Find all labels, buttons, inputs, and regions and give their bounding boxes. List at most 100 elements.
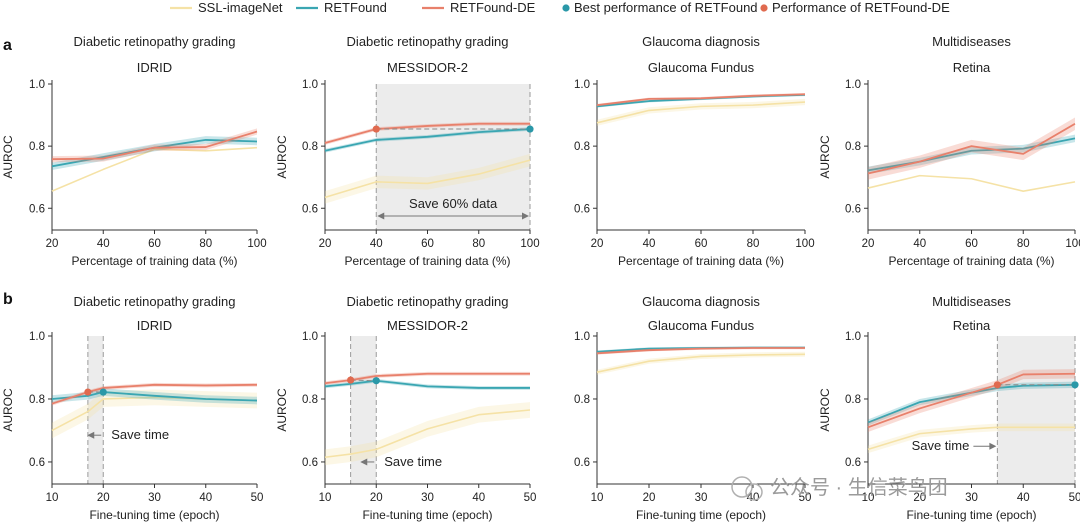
shaded-region: [87, 336, 104, 484]
x-tick-label: 60: [421, 238, 434, 250]
x-tick-label: 20: [46, 238, 59, 250]
series-line-ssl-imagenet: [596, 101, 806, 124]
panel-title: Diabetic retinopathy grading: [347, 34, 509, 49]
x-tick-label: 40: [370, 238, 383, 250]
y-tick-label: 1.0: [29, 79, 45, 91]
x-axis-label: Fine-tuning time (epoch): [636, 508, 766, 522]
shaded-region: [350, 336, 377, 484]
arrowhead: [360, 458, 368, 466]
x-tick-label: 60: [695, 238, 708, 250]
x-tick-label: 10: [862, 492, 875, 504]
series-line-retfound-de: [324, 372, 530, 385]
x-tick-label: 30: [421, 492, 434, 504]
x-tick-label: 40: [199, 492, 212, 504]
x-axis-label: Fine-tuning time (epoch): [906, 508, 1036, 522]
x-tick-label: 60: [965, 238, 978, 250]
arrowhead: [522, 212, 529, 220]
panel-b-1: Diabetic retinopathy grading MESSIDOR-2 1.…: [275, 294, 536, 522]
y-tick-label: 0.6: [29, 457, 45, 469]
legend-label: Best performance of RETFound: [574, 0, 758, 15]
panel-a-0: Diabetic retinopathy grading IDRID 1.0 0.8 0…: [1, 34, 267, 268]
y-tick-label: 0.8: [574, 141, 590, 153]
x-tick-label: 100: [247, 238, 266, 250]
x-tick-label: 20: [319, 238, 332, 250]
x-tick-label: 40: [747, 492, 760, 504]
y-tick-label: 1.0: [845, 79, 861, 91]
wechat-icon: [731, 476, 753, 498]
series-band-retfound: [325, 127, 530, 153]
performance-connector: [350, 379, 377, 382]
legend-item: Performance of RETFound-DE: [760, 0, 950, 15]
series-line-ssl-imagenet: [867, 174, 1076, 192]
x-tick-label: 80: [1017, 238, 1030, 250]
y-tick-label: 0.6: [845, 457, 861, 469]
panel-subtitle: MESSIDOR-2: [387, 60, 468, 75]
y-tick-label: 0.8: [302, 394, 318, 406]
y-axis-label: AUROC: [818, 388, 832, 432]
series-line-ssl-imagenet: [596, 353, 806, 373]
legend-item: Best performance of RETFound: [562, 0, 758, 15]
series-line-retfound: [324, 379, 530, 389]
y-tick-label: 0.6: [845, 203, 861, 215]
x-tick-label: 40: [1017, 492, 1030, 504]
panel-subtitle: Glaucoma Fundus: [648, 60, 755, 75]
panel-subtitle: Glaucoma Fundus: [648, 318, 755, 333]
x-axis-label: Percentage of training data (%): [618, 254, 784, 268]
panel-a-2: Glaucoma diagnosis Glaucoma Fundus 1.0 0.8 0…: [574, 34, 815, 268]
performance-point: [526, 125, 534, 133]
series-line-retfound: [867, 137, 1076, 172]
y-tick-label: 0.6: [29, 203, 45, 215]
x-tick-label: 60: [148, 238, 161, 250]
legend-item: RETFound: [296, 0, 387, 15]
x-tick-label: 80: [747, 238, 760, 250]
y-tick-label: 1.0: [574, 79, 590, 91]
watermark-text: 公众号 · 生信菜鸟团: [770, 476, 948, 499]
performance-point: [84, 388, 92, 396]
panel-b-2: Glaucoma diagnosis Glaucoma Fundus 1.0 0.8 0…: [574, 294, 811, 522]
series-band-retfound-de: [868, 369, 1075, 433]
annotation-text: Save 60% data: [409, 196, 498, 211]
y-axis-label: AUROC: [1, 388, 15, 432]
panel-title: Diabetic retinopathy grading: [347, 294, 509, 309]
x-tick-label: 40: [472, 492, 485, 504]
series-band-retfound-de: [52, 128, 257, 163]
x-tick-label: 50: [524, 492, 537, 504]
x-tick-label: 40: [643, 238, 656, 250]
performance-point: [347, 376, 355, 384]
annotation-text: Save time: [111, 427, 169, 442]
y-tick-label: 1.0: [845, 331, 861, 343]
shaded-region: [997, 336, 1075, 484]
panel-title: Glaucoma diagnosis: [642, 34, 760, 49]
watermark: 公众号 · 生信菜鸟团: [731, 476, 948, 501]
performance-point: [372, 377, 380, 385]
y-tick-label: 0.6: [302, 203, 318, 215]
series-band-retfound: [868, 134, 1075, 175]
x-axis-label: Percentage of training data (%): [888, 254, 1054, 268]
panel-title: Diabetic retinopathy grading: [74, 34, 236, 49]
x-axis-label: Fine-tuning time (epoch): [89, 508, 219, 522]
x-tick-label: 50: [1069, 492, 1080, 504]
y-tick-label: 1.0: [29, 331, 45, 343]
x-tick-label: 10: [46, 492, 59, 504]
arrowhead: [989, 442, 997, 450]
series-band-ssl-imagenet: [325, 153, 530, 204]
series-line-retfound-de: [324, 122, 530, 144]
x-tick-label: 40: [97, 238, 110, 250]
panel-title: Glaucoma diagnosis: [642, 294, 760, 309]
x-tick-label: 100: [520, 238, 539, 250]
annotation-text: Save time: [384, 454, 442, 469]
legend-label: RETFound: [324, 0, 387, 15]
panel-subtitle: IDRID: [137, 318, 172, 333]
legend-label: Performance of RETFound-DE: [772, 0, 950, 15]
x-tick-label: 40: [913, 238, 926, 250]
x-tick-label: 80: [199, 238, 212, 250]
series-band-ssl-imagenet: [52, 389, 257, 439]
x-tick-label: 100: [1065, 238, 1080, 250]
x-tick-label: 30: [965, 492, 978, 504]
legend-dot: [760, 4, 768, 12]
x-tick-label: 20: [913, 492, 926, 504]
series-line-retfound: [867, 383, 1076, 424]
series-line-ssl-imagenet: [324, 159, 531, 199]
panel-subtitle: Retina: [953, 60, 991, 75]
panel-b-3: Multidiseases Retina 1.0 0.8 0.6 10 20 30 40 50 Fi…: [818, 294, 1080, 522]
